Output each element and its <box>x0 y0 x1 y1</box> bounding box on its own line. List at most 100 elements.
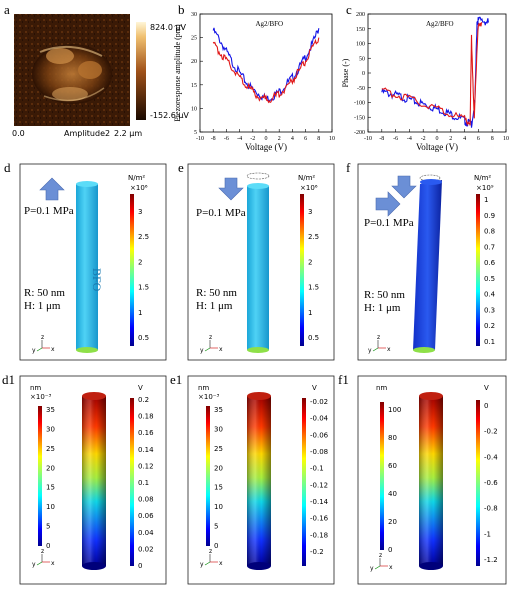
y-tick-label: 15 <box>191 83 197 89</box>
potential-tick: 0.12 <box>138 462 154 470</box>
svg-text:x: x <box>389 564 393 571</box>
x-tick-label: 0 <box>265 136 268 142</box>
svg-text:z: z <box>379 552 382 559</box>
displacement-tick: 30 <box>214 425 223 433</box>
panel-d1: d1 nm ×10⁻³ 35 30 25 20 15 10 5 0 V 0.2 0.18 0.16… <box>2 372 167 585</box>
series-line <box>212 37 320 104</box>
down-arrow-icon <box>391 175 417 199</box>
x-tick-label: -10 <box>196 136 204 142</box>
x-axis-label: Voltage (V) <box>416 142 458 152</box>
afm-image <box>14 14 130 126</box>
displacement-tick: 15 <box>214 484 223 492</box>
stress-tick: 1.5 <box>138 284 149 292</box>
potential-tick: -0.18 <box>310 531 328 539</box>
plot-frame <box>367 13 507 133</box>
stress-tick: 0.5 <box>138 334 149 342</box>
panel-label-d: d <box>4 160 11 175</box>
displacement-tick: 10 <box>214 503 223 511</box>
chart-title: Ag2/BFO <box>426 20 454 28</box>
stress-tick: 2.5 <box>138 233 149 241</box>
down-arrow-icon <box>218 177 244 201</box>
svg-text:z: z <box>209 548 212 555</box>
y-tick-label: 0 <box>362 71 365 77</box>
stress-tick: 0.9 <box>484 212 495 220</box>
potential-tick: -0.2 <box>484 428 498 436</box>
potential-tick: -0.4 <box>484 453 498 461</box>
x-tick-label: -4 <box>407 136 412 142</box>
y-tick-label: -100 <box>354 101 365 107</box>
y-tick-label: 10 <box>191 106 197 112</box>
axes-triad-icon: z y x <box>200 548 223 568</box>
x-tick-label: 2 <box>278 136 281 142</box>
potential-tick: -0.6 <box>484 479 498 487</box>
potential-colorbar <box>130 398 134 566</box>
displacement-tick: 20 <box>388 518 397 526</box>
y-tick-label: 50 <box>359 56 365 62</box>
potential-tick: -0.04 <box>310 415 329 423</box>
stress-tick: 0.3 <box>484 306 495 314</box>
potential-tick: -0.12 <box>310 481 328 489</box>
x-tick-label: -10 <box>364 136 372 142</box>
stress-tick: 0.5 <box>308 334 319 342</box>
displacement-unit: nm <box>30 384 41 392</box>
potential-tick: -0.1 <box>310 465 324 473</box>
potential-tick: -0.2 <box>310 548 324 556</box>
potential-colorbar <box>476 400 480 566</box>
height-label: H: 1 μm <box>364 302 401 314</box>
stress-colorbar <box>476 194 480 346</box>
panel-e: e P=0.1 MPa R: 50 nm H: 1 μm z y x N/m² … <box>178 160 335 361</box>
potential-tick: 0 <box>484 402 488 410</box>
up-arrow-icon <box>39 177 65 201</box>
x-tick-label: -4 <box>237 136 242 142</box>
afm-bar-min: -152.6 μV <box>150 111 189 120</box>
potential-colorbar <box>302 398 306 566</box>
panel-label-c: c <box>346 2 352 17</box>
panel-label-d1: d1 <box>2 372 15 387</box>
x-tick-label: 6 <box>304 136 307 142</box>
potential-tick: -1 <box>484 530 491 538</box>
panel-b: b -10 -8 -6 -4 -2 0 2 4 6 8 10 5 10 15 20 25 30 Ag2/BFO Vo… <box>173 2 335 152</box>
x-tick-label: -6 <box>393 136 398 142</box>
stress-tick: 0.2 <box>484 322 495 330</box>
x-tick-label: -8 <box>211 136 216 142</box>
stress-tick: 2 <box>138 258 142 266</box>
x-axis-label: Voltage (V) <box>245 142 287 152</box>
svg-text:x: x <box>219 346 223 353</box>
displacement-unit: nm <box>198 384 209 392</box>
svg-text:y: y <box>368 347 372 354</box>
stress-tick: 2.5 <box>308 233 319 241</box>
panel-label-a: a <box>4 2 10 17</box>
svg-text:x: x <box>387 346 391 353</box>
displacement-tick: 15 <box>46 484 55 492</box>
amplitude-chart: -10 -8 -6 -4 -2 0 2 4 6 8 10 5 10 15 20 25 30 Ag2/BFO Volt… <box>173 12 335 152</box>
series-line <box>381 21 483 127</box>
stress-scale: ×10⁶ <box>300 184 318 192</box>
displacement-tick: 20 <box>214 464 223 472</box>
potential-tick: 0.18 <box>138 413 154 421</box>
stress-tick: 3 <box>308 208 312 216</box>
potential-tick: 0.02 <box>138 545 154 553</box>
svg-text:x: x <box>51 560 55 567</box>
x-tick-label: 4 <box>463 136 466 142</box>
afm-bar-max: 824.0 μV <box>150 23 187 32</box>
displacement-scale: ×10⁻³ <box>198 393 219 401</box>
y-tick-label: 30 <box>191 12 197 18</box>
pressure-label: P=0.1 MPa <box>24 205 74 217</box>
potential-tick: -0.08 <box>310 448 328 456</box>
x-tick-label: -6 <box>224 136 229 142</box>
height-label: H: 1 μm <box>24 300 61 312</box>
panel-f: f P=0.1 MPa R: 50 nm H: 1 μm z y x N/m² … <box>346 160 507 361</box>
displacement-tick: 100 <box>388 406 401 414</box>
potential-tick: 0.1 <box>138 479 149 487</box>
potential-tick: 0.04 <box>138 529 154 537</box>
svg-text:x: x <box>51 346 55 353</box>
afm-x-start: 0.0 <box>12 129 25 138</box>
stress-unit: N/m² <box>474 174 491 182</box>
panel-a: a 824.0 μV -152.6 μV 0.0 Amplitude2 2.2 … <box>4 2 189 138</box>
axes-triad-icon: z y x <box>200 334 223 354</box>
panel-label-f: f <box>346 160 351 175</box>
potential-tick: 0.06 <box>138 512 154 520</box>
x-tick-label: 8 <box>491 136 494 142</box>
x-tick-label: 10 <box>329 136 335 142</box>
radius-label: R: 50 nm <box>196 287 237 299</box>
